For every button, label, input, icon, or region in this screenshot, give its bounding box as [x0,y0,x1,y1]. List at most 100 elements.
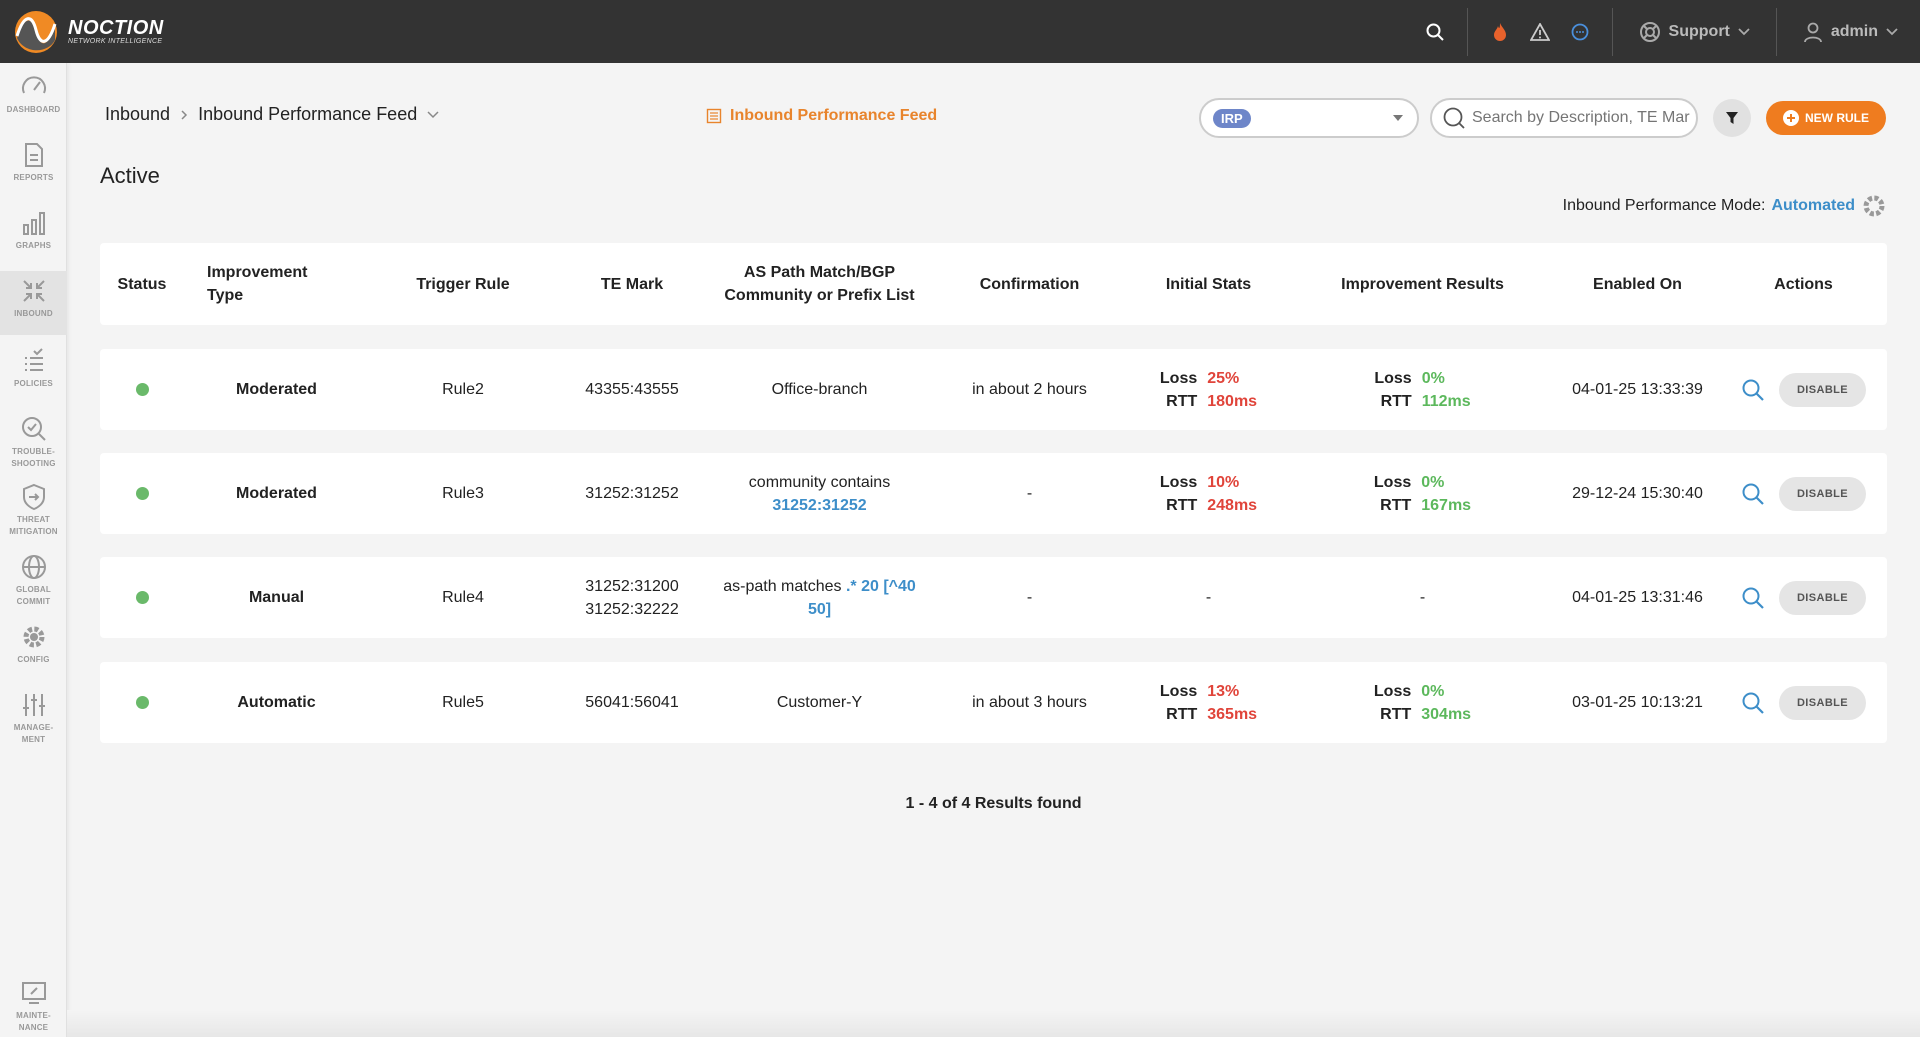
top-bar: NOCTION NETWORK INTELLIGENCE Support adm… [0,0,1920,63]
view-details-search-icon[interactable] [1741,378,1765,402]
disable-button[interactable]: DISABLE [1778,685,1867,720]
gear-icon [23,626,44,648]
mode-value[interactable]: Automated [1771,197,1855,214]
trigger-rule: Rule3 [442,485,484,502]
sidebar-item-policies[interactable]: POLICIES [0,347,67,407]
sidebar-item-troubleshooting[interactable]: TROUBLE-SHOOTING [0,415,67,485]
search-input[interactable] [1472,109,1692,127]
as-path-match: as-path matches .* 20 [^40 50] [707,557,932,638]
noction-logo-icon [15,10,57,53]
initial-loss: 13% [1207,682,1240,700]
table-row: Moderated Rule3 31252:31252 community co… [100,453,1887,534]
status-dot [135,696,149,709]
breadcrumb-current[interactable]: Inbound Performance Feed [198,104,418,124]
divider [1466,7,1468,56]
as-path-regex-link[interactable]: .* 20 [^40 [845,577,916,595]
improvement-type: Moderated [236,381,317,398]
inbound-arrows-icon [22,280,45,302]
shield-arrow-icon [22,483,45,511]
confirmation: in about 3 hours [972,694,1087,711]
divider [1611,7,1613,56]
enabled-on: 29-12-24 15:30:40 [1572,485,1703,502]
sidebar-item-inbound[interactable]: INBOUND [0,271,67,335]
filter-button[interactable] [1713,99,1751,137]
warning-icon[interactable] [1520,12,1560,52]
disable-button[interactable]: DISABLE [1778,476,1867,511]
initial-stats: Loss 13% RTT 365ms [1127,662,1290,743]
view-details-search-icon[interactable] [1741,691,1765,715]
initial-stats: Loss 25% RTT 180ms [1127,349,1290,430]
chevron-down-icon[interactable] [427,110,439,119]
globe-icon [21,555,46,579]
improved-rtt: 304ms [1421,705,1472,723]
confirmation: - [1026,485,1033,502]
breadcrumb-root[interactable]: Inbound [105,104,171,124]
page-title: Active [100,163,160,188]
sidebar-item-global-commit[interactable]: GLOBAL COMMIT [0,553,67,615]
feed-list-icon [706,108,722,124]
header-status: Status [117,275,167,293]
table-row: Automatic Rule5 56041:56041 Customer-Y i… [100,662,1887,743]
improvement-results: Loss 0% RTT 112ms [1290,349,1555,430]
plus-circle-icon [1783,110,1799,126]
as-path-match: Office-branch [771,381,868,398]
improvement-type: Moderated [236,485,317,502]
brand-logo[interactable]: NOCTION NETWORK INTELLIGENCE [14,10,164,54]
enabled-on: 04-01-25 13:31:46 [1572,589,1703,606]
sidebar-item-graphs[interactable]: GRAPHS [0,209,67,269]
new-rule-button[interactable]: NEW RULE [1766,101,1886,135]
improvement-type: Manual [248,589,305,606]
community-link[interactable]: 31252:31252 [772,496,867,514]
chevron-down-icon [1886,27,1898,35]
brand-name: NOCTION [68,17,164,39]
speedometer-icon [21,76,46,94]
status-dot [135,383,149,396]
sidebar-item-config[interactable]: CONFIG [0,623,67,683]
disable-button[interactable]: DISABLE [1778,372,1867,407]
fire-icon[interactable] [1480,12,1520,52]
disable-button[interactable]: DISABLE [1778,580,1867,615]
te-mark: 43355:43555 [585,381,679,398]
sidebar-item-management[interactable]: MANAGE-MENT [0,691,67,761]
view-details-search-icon[interactable] [1741,482,1765,506]
chevron-down-icon [1738,27,1750,35]
document-icon [24,143,43,167]
lifebuoy-icon [1639,21,1660,42]
filter-icon [1726,112,1738,124]
view-details-search-icon[interactable] [1741,586,1765,610]
sidebar-item-maintenance[interactable]: MAINTE-NANCE [0,979,67,1037]
support-label: Support [1668,22,1730,40]
table-header: Status Improvement Type Trigger Rule TE M… [100,243,1887,325]
initial-loss: 25% [1207,369,1240,387]
header-te-mark: TE Mark [600,275,664,293]
header-improvement-results: Improvement Results [1341,275,1504,293]
performance-mode: Inbound Performance Mode: Automated [1563,193,1887,219]
as-path-regex-link-cont[interactable]: 50] [807,600,832,618]
improved-rtt: 112ms [1421,392,1471,410]
gear-icon[interactable] [1861,193,1887,219]
improvement-type: Automatic [237,694,316,711]
sidebar-item-dashboard[interactable]: DASHBOARD [0,73,67,133]
results-count: 1 - 4 of 4 Results found [905,795,1082,812]
inbound-performance-feed-link[interactable]: Inbound Performance Feed [706,107,937,125]
divider [1775,7,1777,56]
header-enabled-on: Enabled On [1593,275,1682,293]
improved-loss: 0% [1421,682,1445,700]
caret-down-icon [1393,115,1403,121]
trigger-rule: Rule5 [442,694,484,711]
sidebar-item-reports[interactable]: REPORTS [0,141,67,201]
user-menu[interactable]: admin [1789,21,1920,43]
brand-tagline: NETWORK INTELLIGENCE [68,38,163,45]
support-menu[interactable]: Support [1625,21,1764,43]
initial-rtt: 248ms [1207,496,1258,514]
chat-icon[interactable] [1560,12,1600,52]
te-mark: 56041:56041 [585,694,679,711]
search-icon[interactable] [1415,12,1455,52]
header-actions: Actions [1774,275,1833,293]
table-row: Moderated Rule2 43355:43555 Office-branc… [100,349,1887,430]
irp-select[interactable]: IRP [1199,98,1419,138]
magnifier-check-icon [21,417,46,441]
improvement-results: Loss 0% RTT 304ms [1290,662,1555,743]
sidebar-item-threat-mitigation[interactable]: THREAT MITIGATION [0,483,67,553]
header-trigger-rule: Trigger Rule [416,275,510,293]
